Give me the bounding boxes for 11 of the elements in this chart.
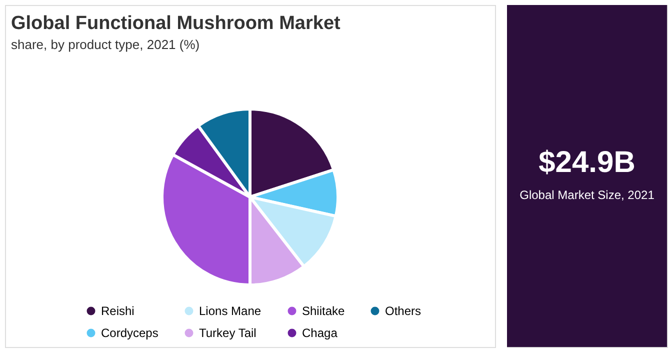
legend-label: Chaga	[302, 326, 338, 340]
legend-label: Cordyceps	[101, 326, 158, 340]
legend-label: Others	[385, 304, 422, 318]
text: $24.9B	[538, 146, 636, 179]
legend-label: Reishi	[101, 304, 134, 318]
text: Global Market Size, 2021	[520, 188, 655, 202]
legend-label: Lions Mane	[199, 304, 262, 318]
legend-label: Shiitake	[302, 304, 346, 318]
legend-label: Turkey Tail	[199, 326, 256, 340]
chart-title: Global Functional Mushroom Market	[11, 13, 342, 34]
chart-subtitle: share, by product type, 2021 (%)	[11, 37, 200, 52]
